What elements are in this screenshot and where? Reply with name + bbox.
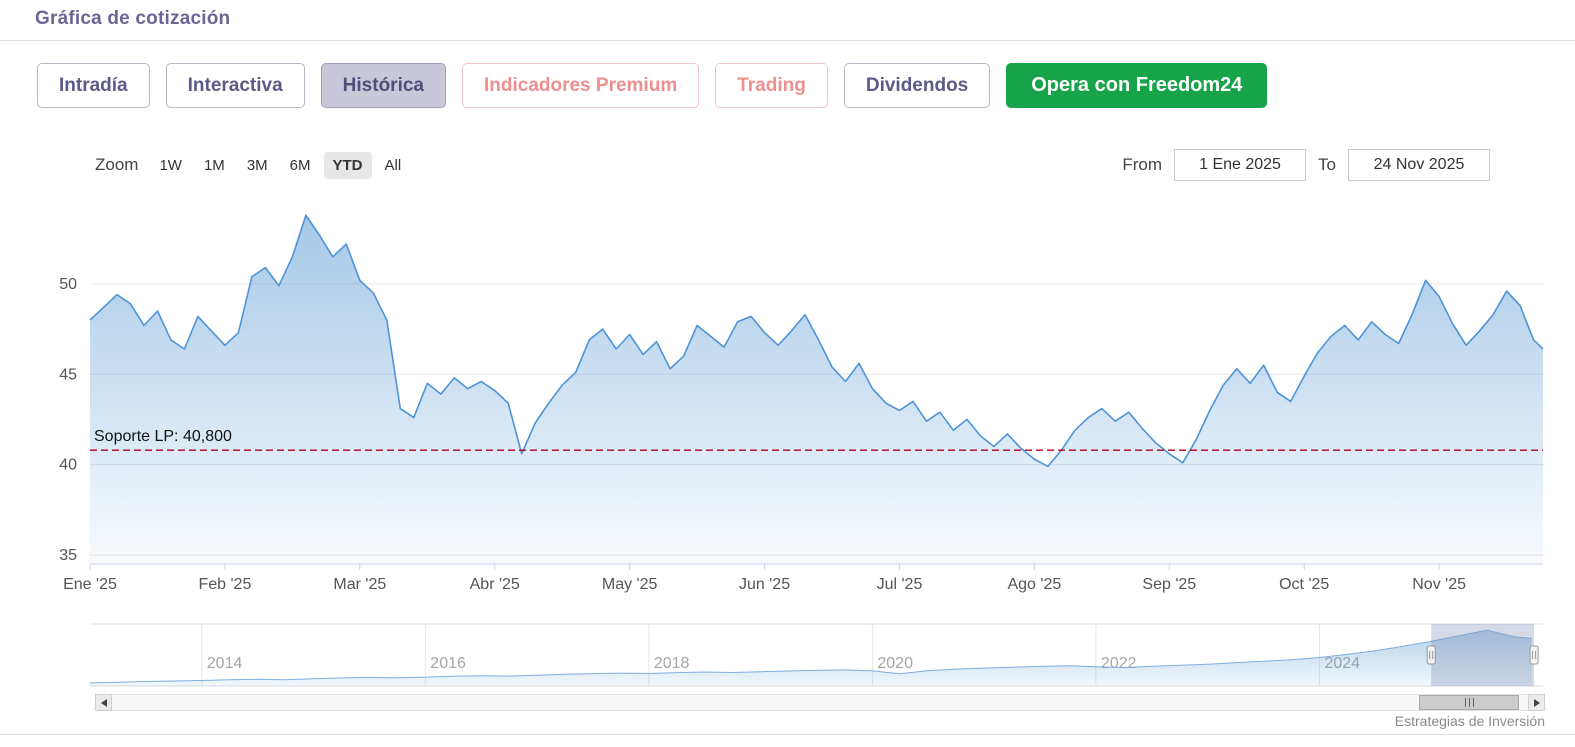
attribution: Estrategias de Inversión (1394, 713, 1545, 729)
tab-trading[interactable]: Trading (715, 63, 828, 108)
zoom-3m-button[interactable]: 3M (238, 152, 277, 179)
x-axis-label: Jul '25 (877, 576, 923, 593)
range-selector: Zoom 1W 1M 3M 6M YTD All From To (0, 148, 1575, 182)
x-axis-label: Sep '25 (1142, 576, 1196, 593)
tab-intradia[interactable]: Intradía (37, 63, 150, 108)
widget-header: Gráfica de cotización (0, 0, 1575, 41)
chart-scrollbar (95, 694, 1545, 711)
x-axis-label: Jun '25 (739, 576, 790, 593)
zoom-1w-button[interactable]: 1W (150, 152, 191, 179)
x-axis-label: Nov '25 (1412, 576, 1466, 593)
to-date-input[interactable] (1348, 149, 1490, 181)
x-axis-label: Abr '25 (470, 576, 520, 593)
navigator-year-label: 2020 (877, 655, 913, 672)
navigator-year-label: 2014 (207, 655, 243, 672)
navigator-chart[interactable]: 201420162018202020222024 (35, 622, 1545, 694)
navigator-handle-left[interactable] (1426, 645, 1436, 665)
tab-indicadores-premium[interactable]: Indicadores Premium (461, 63, 700, 108)
tab-historica[interactable]: Histórica (320, 63, 446, 108)
zoom-label: Zoom (95, 155, 139, 174)
zoom-1m-button[interactable]: 1M (195, 152, 234, 179)
navigator-year-label: 2016 (430, 655, 466, 672)
y-axis-label: 40 (59, 457, 77, 474)
zoom-6m-button[interactable]: 6M (281, 152, 320, 179)
y-axis-label: 50 (59, 276, 77, 293)
scrollbar-thumb[interactable] (1419, 695, 1519, 710)
price-chart[interactable]: 35 40 45 50 Ene '25 Feb '25 Mar '25 Abr '25 May … (35, 196, 1545, 596)
scrollbar-track[interactable] (112, 694, 1528, 711)
right-arrow-icon (1533, 698, 1540, 707)
x-axis-label: May '25 (602, 576, 658, 593)
navigator-area-series (90, 630, 1532, 686)
scrollbar-grip-icon (1464, 698, 1474, 707)
navigator-area: 201420162018202020222024 (35, 622, 1575, 694)
navigator-handle-right[interactable] (1529, 645, 1539, 665)
zoom-all-button[interactable]: All (376, 152, 411, 179)
header-divider (0, 40, 1575, 41)
scrollbar-right-arrow[interactable] (1528, 694, 1545, 711)
x-axis-label: Oct '25 (1279, 576, 1329, 593)
scrollbar-left-arrow[interactable] (95, 694, 112, 711)
price-chart-area: 35 40 45 50 Ene '25 Feb '25 Mar '25 Abr '25 May … (35, 196, 1575, 596)
navigator-selection[interactable] (1431, 624, 1534, 686)
x-axis-label: Feb '25 (198, 576, 251, 593)
zoom-ytd-button[interactable]: YTD (323, 151, 372, 179)
from-label: From (1122, 155, 1163, 174)
tab-dividendos[interactable]: Dividendos (843, 63, 991, 108)
y-axis-label: 45 (59, 366, 77, 383)
price-area (90, 215, 1543, 564)
support-line-label: Soporte LP: 40,800 (94, 428, 232, 445)
date-range-inputs: From To (1122, 148, 1490, 182)
chart-tabs: Intradía Interactiva Histórica Indicador… (37, 63, 1575, 108)
from-date-input[interactable] (1174, 149, 1307, 181)
tab-interactiva[interactable]: Interactiva (165, 63, 305, 108)
bottom-divider (0, 734, 1575, 735)
to-label: To (1318, 155, 1336, 174)
left-arrow-icon (100, 698, 107, 707)
navigator-line (89, 629, 1532, 684)
y-axis-label: 35 (59, 547, 77, 564)
page-title: Gráfica de cotización (35, 8, 231, 29)
x-axis-label: Ago '25 (1007, 576, 1061, 593)
freedom24-cta-button[interactable]: Opera con Freedom24 (1006, 63, 1268, 108)
x-axis-label: Ene '25 (63, 576, 117, 593)
navigator-year-label: 2018 (654, 655, 690, 672)
price-line (89, 214, 1544, 468)
x-axis-label: Mar '25 (333, 576, 386, 593)
